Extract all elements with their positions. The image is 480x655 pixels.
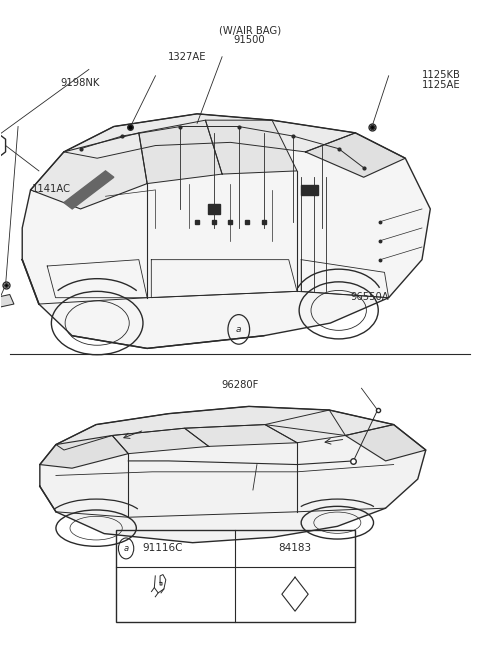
- Text: 96550A: 96550A: [350, 292, 389, 303]
- Polygon shape: [22, 114, 430, 348]
- Polygon shape: [64, 114, 355, 159]
- Polygon shape: [40, 406, 426, 543]
- Text: 91116C: 91116C: [142, 544, 182, 553]
- Polygon shape: [40, 436, 128, 468]
- Text: 1327AE: 1327AE: [168, 52, 206, 62]
- Polygon shape: [56, 406, 394, 450]
- Text: 1125KB: 1125KB: [422, 70, 461, 80]
- Polygon shape: [64, 171, 114, 209]
- Text: 96280F: 96280F: [221, 380, 259, 390]
- Text: a: a: [123, 544, 129, 553]
- Polygon shape: [31, 133, 147, 209]
- Polygon shape: [346, 424, 426, 461]
- Text: 1141AC: 1141AC: [32, 183, 71, 194]
- Text: 9198NK: 9198NK: [60, 78, 99, 88]
- Polygon shape: [205, 120, 297, 174]
- Bar: [301, 185, 318, 195]
- Text: a: a: [236, 325, 241, 334]
- Polygon shape: [0, 295, 14, 310]
- Text: (W/AIR BAG): (W/AIR BAG): [218, 26, 281, 35]
- Text: 91500: 91500: [234, 35, 265, 45]
- Polygon shape: [185, 424, 297, 446]
- Polygon shape: [265, 410, 346, 443]
- Bar: [207, 204, 220, 214]
- Polygon shape: [305, 133, 405, 178]
- Bar: [116, 530, 355, 622]
- Polygon shape: [139, 120, 222, 183]
- Text: 1125AE: 1125AE: [422, 81, 460, 90]
- Text: 84183: 84183: [278, 544, 312, 553]
- Polygon shape: [112, 428, 209, 454]
